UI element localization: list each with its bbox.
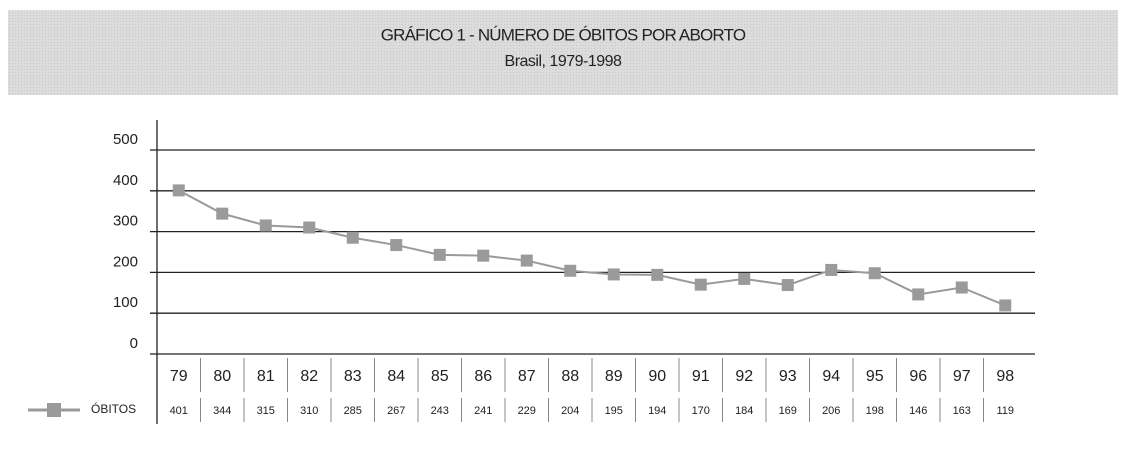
marker <box>346 231 359 244</box>
x-tick-label: 83 <box>344 368 362 385</box>
marker <box>955 281 968 294</box>
marker <box>564 264 577 277</box>
x-tick-label: 81 <box>257 368 275 385</box>
value-label: 169 <box>779 405 797 417</box>
value-label: 163 <box>953 405 971 417</box>
marker <box>912 288 925 301</box>
value-label: 119 <box>996 405 1014 417</box>
y-tick-label: 300 <box>113 213 138 230</box>
marker <box>520 254 533 267</box>
value-label: 243 <box>431 405 449 417</box>
value-label: 195 <box>605 405 623 417</box>
x-tick-label: 97 <box>953 368 971 385</box>
x-tick-label: 89 <box>605 368 623 385</box>
x-tick-label: 98 <box>996 368 1014 385</box>
x-tick-label: 90 <box>648 368 666 385</box>
x-tick-label: 91 <box>692 368 710 385</box>
x-tick-label: 88 <box>561 368 579 385</box>
marker <box>999 299 1012 312</box>
x-tick-label: 82 <box>300 368 318 385</box>
series-line <box>178 189 1006 307</box>
y-tick-label: 400 <box>113 172 138 189</box>
value-label: 146 <box>909 405 927 417</box>
marker <box>303 221 316 234</box>
marker <box>216 207 229 220</box>
chart-title: GRÁFICO 1 - NÚMERO DE ÓBITOS POR ABORTO <box>381 25 746 44</box>
value-label: 285 <box>344 405 362 417</box>
marker <box>651 268 664 281</box>
marker <box>781 279 794 292</box>
x-tick-label: 95 <box>866 368 884 385</box>
x-tick-label: 80 <box>213 368 231 385</box>
value-label: 401 <box>170 405 188 417</box>
x-tick-label: 87 <box>518 368 536 385</box>
value-label: 267 <box>387 405 405 417</box>
x-tick-label: 85 <box>431 368 449 385</box>
y-tick-label: 500 <box>113 131 138 148</box>
marker <box>738 272 751 285</box>
value-label: 184 <box>735 405 753 417</box>
x-tick-label: 79 <box>170 368 188 385</box>
marker <box>607 268 620 281</box>
x-tick-label: 96 <box>909 368 927 385</box>
x-tick-label: 84 <box>387 368 405 385</box>
x-tick-label: 94 <box>822 368 840 385</box>
y-tick-label: 100 <box>113 294 138 311</box>
value-label: 315 <box>257 405 275 417</box>
legend-marker <box>47 403 61 417</box>
marker <box>477 249 490 262</box>
x-tick-label: 92 <box>735 368 753 385</box>
marker <box>390 239 403 252</box>
marker <box>172 184 185 197</box>
title-band <box>8 10 1118 95</box>
value-label: 170 <box>692 405 710 417</box>
value-label: 229 <box>518 405 536 417</box>
y-tick-label: 200 <box>113 253 138 270</box>
marker <box>868 267 881 280</box>
x-tick-label: 93 <box>779 368 797 385</box>
value-label: 344 <box>213 405 231 417</box>
x-tick-label: 86 <box>474 368 492 385</box>
marker <box>825 263 838 276</box>
value-label: 194 <box>648 405 666 417</box>
value-label: 310 <box>300 405 318 417</box>
value-label: 241 <box>474 405 492 417</box>
value-label: 206 <box>822 405 840 417</box>
chart-subtitle: Brasil, 1979-1998 <box>505 53 623 70</box>
marker <box>259 219 272 232</box>
value-label: 198 <box>866 405 884 417</box>
legend-label: ÓBITOS <box>91 401 136 416</box>
y-tick-label: 0 <box>130 335 138 352</box>
marker <box>694 278 707 291</box>
marker <box>433 248 446 261</box>
value-label: 204 <box>561 405 579 417</box>
